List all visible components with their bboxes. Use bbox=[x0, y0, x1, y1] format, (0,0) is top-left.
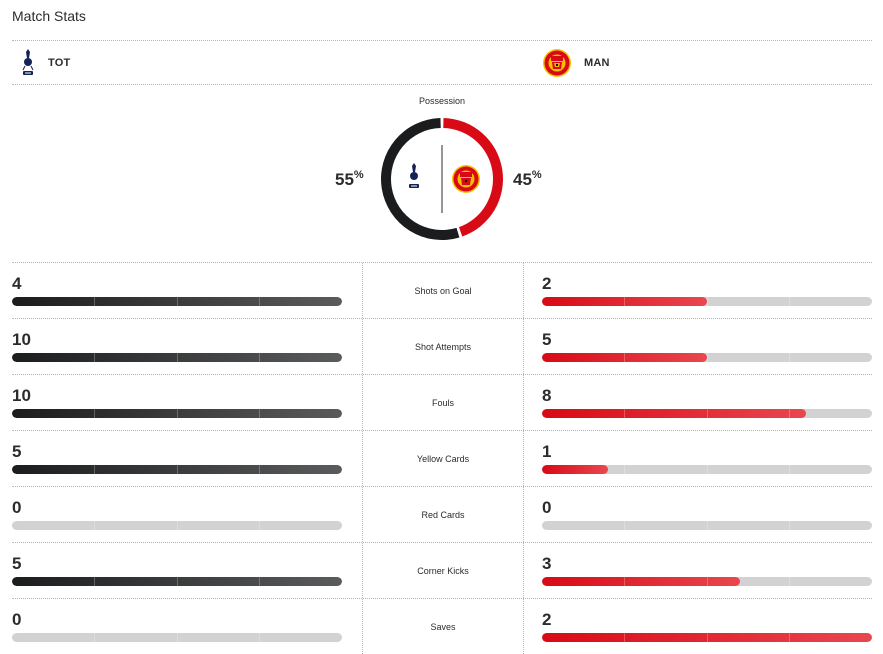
home-stat-value: 4 bbox=[12, 274, 22, 293]
stat-label-cell: Saves bbox=[362, 599, 524, 654]
home-stat-column: 10 bbox=[12, 375, 342, 430]
away-stat-value: 2 bbox=[542, 610, 552, 629]
away-stat-bar-fill bbox=[542, 353, 707, 362]
away-stat-column: 8 bbox=[542, 375, 872, 430]
stat-label: Corner Kicks bbox=[417, 565, 469, 576]
away-team[interactable]: MAN bbox=[542, 41, 610, 84]
stat-row: 5 Yellow Cards 1 bbox=[12, 430, 872, 486]
home-stat-bar bbox=[12, 521, 342, 530]
stat-row: 5 Corner Kicks 3 bbox=[12, 542, 872, 598]
manchester-united-logo-icon bbox=[542, 48, 572, 78]
stat-label-cell: Shots on Goal bbox=[362, 263, 524, 318]
home-stat-bar-fill bbox=[12, 353, 342, 362]
stat-label: Red Cards bbox=[421, 509, 465, 520]
manchester-united-logo-icon bbox=[452, 165, 480, 193]
home-stat-bar bbox=[12, 633, 342, 642]
stat-label: Shot Attempts bbox=[414, 341, 472, 352]
home-stat-bar-fill bbox=[12, 577, 342, 586]
away-stat-bar bbox=[542, 521, 872, 530]
away-team-abbr: MAN bbox=[584, 56, 610, 69]
home-stat-value: 0 bbox=[12, 610, 22, 629]
away-stat-bar bbox=[542, 353, 872, 362]
stat-row: 10 Shot Attempts 5 bbox=[12, 318, 872, 374]
home-stat-column: 5 bbox=[12, 543, 342, 598]
stat-label: Yellow Cards bbox=[416, 453, 470, 464]
away-stat-bar bbox=[542, 409, 872, 418]
home-stat-value: 0 bbox=[12, 498, 22, 517]
away-stat-bar-fill bbox=[542, 633, 872, 642]
home-stat-bar-fill bbox=[12, 297, 342, 306]
away-stat-value: 0 bbox=[542, 498, 552, 517]
stat-row: 10 Fouls 8 bbox=[12, 374, 872, 430]
home-stat-value: 5 bbox=[12, 554, 22, 573]
stat-label: Saves bbox=[430, 621, 456, 632]
away-possession-percent: 45% bbox=[513, 169, 542, 189]
away-stat-bar bbox=[542, 577, 872, 586]
tottenham-logo-icon bbox=[409, 163, 419, 188]
stat-label-cell: Shot Attempts bbox=[362, 319, 524, 374]
away-stat-value: 1 bbox=[542, 442, 552, 461]
home-stat-bar bbox=[12, 577, 342, 586]
home-stat-bar bbox=[12, 465, 342, 474]
stat-row: 4 Shots on Goal 2 bbox=[12, 262, 872, 318]
stat-label-cell: Yellow Cards bbox=[362, 431, 524, 486]
stat-label-cell: Fouls bbox=[362, 375, 524, 430]
away-stat-column: 5 bbox=[542, 319, 872, 374]
home-stat-bar-fill bbox=[12, 409, 342, 418]
away-stat-bar bbox=[542, 465, 872, 474]
home-possession-arc bbox=[381, 118, 460, 240]
stat-row: 0 Saves 2 bbox=[12, 598, 872, 654]
home-stat-value: 5 bbox=[12, 442, 22, 461]
away-stat-bar bbox=[542, 297, 872, 306]
away-stat-bar-fill bbox=[542, 409, 806, 418]
home-stat-value: 10 bbox=[12, 330, 31, 349]
stats-table: 4 Shots on Goal 2 10 Shot Attempts 5 10 Fouls 8 5… bbox=[12, 262, 872, 654]
away-stat-bar bbox=[542, 633, 872, 642]
away-stat-value: 2 bbox=[542, 274, 552, 293]
away-stat-bar-fill bbox=[542, 297, 707, 306]
away-stat-value: 8 bbox=[542, 386, 552, 405]
away-stat-column: 2 bbox=[542, 263, 872, 318]
home-stat-column: 10 bbox=[12, 319, 342, 374]
away-stat-column: 0 bbox=[542, 487, 872, 542]
home-stat-column: 0 bbox=[12, 487, 342, 542]
stat-label: Shots on Goal bbox=[414, 285, 472, 296]
home-stat-column: 5 bbox=[12, 431, 342, 486]
home-stat-column: 0 bbox=[12, 599, 342, 654]
away-stat-bar-fill bbox=[542, 577, 740, 586]
possession-section: Possession 55% 45% bbox=[12, 84, 872, 262]
away-stat-value: 3 bbox=[542, 554, 552, 573]
page-title: Match Stats bbox=[12, 8, 86, 24]
away-stat-column: 3 bbox=[542, 543, 872, 598]
home-team[interactable]: TOT bbox=[20, 41, 70, 84]
home-stat-column: 4 bbox=[12, 263, 342, 318]
home-team-abbr: TOT bbox=[48, 56, 71, 69]
away-stat-column: 2 bbox=[542, 599, 872, 654]
home-stat-value: 10 bbox=[12, 386, 31, 405]
tottenham-logo-icon bbox=[20, 48, 36, 78]
away-possession-arc bbox=[443, 118, 503, 237]
away-stat-bar-fill bbox=[542, 465, 608, 474]
stat-label: Fouls bbox=[431, 397, 454, 408]
home-stat-bar bbox=[12, 409, 342, 418]
teams-header: TOT MAN bbox=[12, 40, 872, 85]
stat-label-cell: Red Cards bbox=[362, 487, 524, 542]
stat-row: 0 Red Cards 0 bbox=[12, 486, 872, 542]
home-stat-bar bbox=[12, 353, 342, 362]
possession-label: Possession bbox=[418, 96, 466, 106]
away-stat-value: 5 bbox=[542, 330, 552, 349]
possession-donut-chart bbox=[381, 118, 503, 240]
away-stat-column: 1 bbox=[542, 431, 872, 486]
stat-label-cell: Corner Kicks bbox=[362, 543, 524, 598]
home-stat-bar bbox=[12, 297, 342, 306]
home-stat-bar-fill bbox=[12, 465, 342, 474]
home-possession-percent: 55% bbox=[335, 169, 364, 189]
